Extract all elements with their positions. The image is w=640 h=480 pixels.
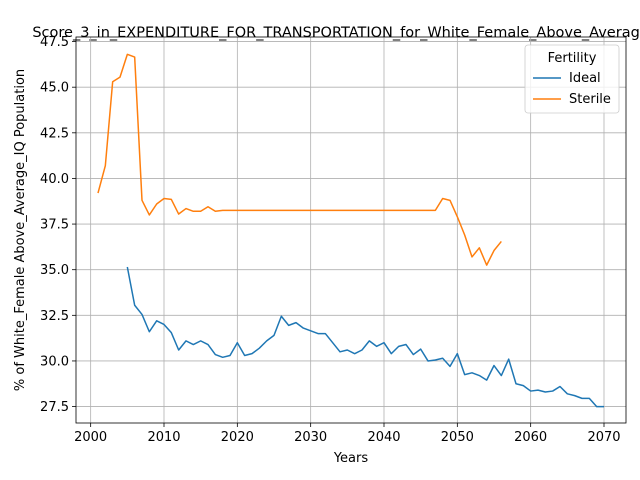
y-axis-label: % of White_Female Above_Average_IQ Popul…: [13, 69, 28, 391]
series-layer: [97, 53, 604, 408]
y-tick-label: 42.5: [40, 126, 69, 141]
series-line-sterile: [97, 53, 502, 266]
x-tick-label: 2030: [294, 430, 327, 445]
axis-ticks: 2000 2010 2020 2030 2040 2050 2060 2070 27.5 30.0…: [40, 35, 621, 445]
y-tick-label: 47.5: [40, 35, 69, 50]
legend-label-ideal: Ideal: [569, 71, 601, 86]
x-tick-label: 2000: [74, 430, 107, 445]
y-tick-label: 37.5: [40, 218, 69, 233]
legend-title: Fertility: [548, 51, 597, 66]
y-tick-label: 30.0: [40, 354, 69, 369]
y-tick-label: 35.0: [40, 263, 69, 278]
legend-box: [524, 44, 620, 114]
x-axis-label: Years: [333, 451, 369, 466]
x-tick-label: 2010: [147, 430, 180, 445]
x-tick-label: 2050: [441, 430, 474, 445]
plot-frame: [75, 36, 627, 424]
x-tick-label: 2040: [367, 430, 400, 445]
legend: Fertility Ideal Sterile: [524, 44, 620, 114]
y-tick-label: 40.0: [40, 172, 69, 187]
x-tick-label: 2060: [514, 430, 547, 445]
chart-title: Score_3_in_EXPENDITURE_FOR_TRANSPORTATIO…: [32, 25, 640, 41]
series-line-ideal: [126, 266, 604, 408]
x-tick-label: 2020: [221, 430, 254, 445]
legend-label-sterile: Sterile: [569, 92, 611, 107]
y-tick-label: 27.5: [40, 400, 69, 415]
y-tick-label: 32.5: [40, 309, 69, 324]
grid: [76, 37, 626, 423]
x-tick-label: 2070: [587, 430, 620, 445]
y-tick-label: 45.0: [40, 81, 69, 96]
